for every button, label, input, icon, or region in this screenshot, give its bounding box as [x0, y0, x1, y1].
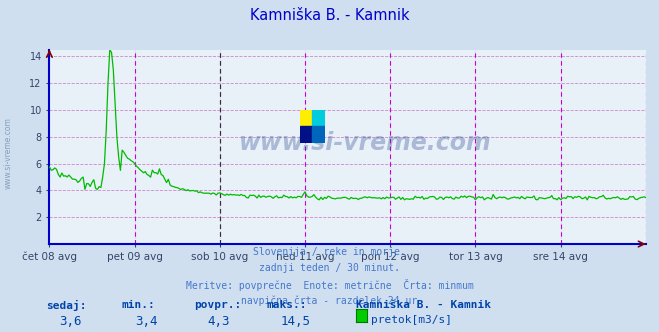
Text: sedaj:: sedaj:	[46, 300, 86, 311]
Text: maks.:: maks.:	[267, 300, 307, 310]
Text: 14,5: 14,5	[280, 315, 310, 328]
Text: Kamniška B. - Kamnik: Kamniška B. - Kamnik	[250, 8, 409, 23]
Text: pretok[m3/s]: pretok[m3/s]	[371, 315, 452, 325]
Text: min.:: min.:	[122, 300, 156, 310]
Text: zadnji teden / 30 minut.: zadnji teden / 30 minut.	[259, 263, 400, 273]
Text: 3,4: 3,4	[135, 315, 158, 328]
Text: www.si-vreme.com: www.si-vreme.com	[3, 117, 13, 189]
Bar	[300, 110, 312, 126]
Text: www.si-vreme.com: www.si-vreme.com	[239, 131, 492, 155]
Text: povpr.:: povpr.:	[194, 300, 242, 310]
Bar	[300, 126, 312, 143]
Text: 3,6: 3,6	[59, 315, 82, 328]
Text: 4,3: 4,3	[208, 315, 230, 328]
Text: Slovenija / reke in morje.: Slovenija / reke in morje.	[253, 247, 406, 257]
Text: navpična črta - razdelek 24 ur: navpična črta - razdelek 24 ur	[241, 295, 418, 306]
Text: Meritve: povprečne  Enote: metrične  Črta: minmum: Meritve: povprečne Enote: metrične Črta:…	[186, 279, 473, 291]
Bar	[312, 126, 325, 143]
Bar	[312, 110, 325, 126]
Text: Kamniška B. - Kamnik: Kamniška B. - Kamnik	[356, 300, 491, 310]
